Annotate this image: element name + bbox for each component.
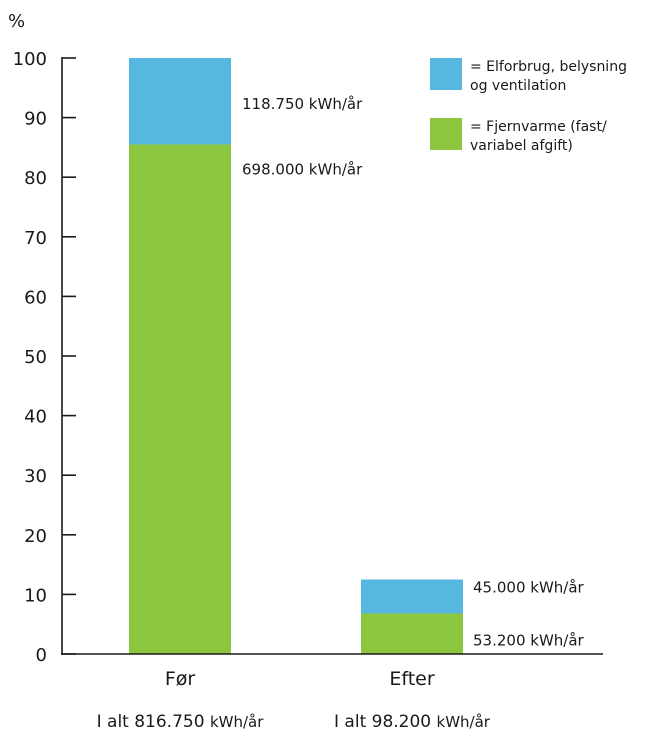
bar-segment	[361, 579, 463, 614]
legend: = Elforbrug, belysning og ventilation = Fj…	[430, 58, 627, 154]
legend-entry-text: = Fjernvarme (fast/	[470, 119, 607, 135]
category-totals: I alt 816.750 kWh/år I alt 98.200 kWh/år	[97, 712, 491, 731]
x-tick-label: Før	[165, 668, 196, 690]
y-axis: 0 10 20 30 40 50 60 70 80 90 100	[13, 49, 76, 666]
bar-data-label: 53.200 kWh/år	[473, 631, 585, 649]
legend-entry-text: og ventilation	[470, 78, 566, 94]
data-labels: 698.000 kWh/år 118.750 kWh/år 53.200 kWh/å…	[242, 95, 585, 649]
y-tick-label: 10	[24, 585, 47, 606]
y-tick-label: 20	[24, 526, 47, 547]
category-total-label: I alt 816.750 kWh/år	[97, 712, 265, 731]
category-total-value: I alt 98.200	[334, 712, 437, 731]
bar-data-label: 118.750 kWh/år	[242, 95, 363, 113]
bar-data-label: 698.000 kWh/år	[242, 160, 363, 178]
legend-swatch	[430, 118, 462, 150]
bar-data-label: 45.000 kWh/år	[473, 579, 585, 597]
x-axis: Før Efter	[61, 653, 603, 690]
y-tick-label: 70	[24, 228, 47, 249]
x-tick-label: Efter	[389, 668, 434, 690]
y-tick-label: 90	[24, 109, 47, 130]
y-tick-label: 60	[24, 287, 47, 308]
category-total-value: I alt 816.750	[97, 712, 210, 731]
category-total-unit: kWh/år	[437, 713, 491, 731]
bar-segment	[361, 613, 463, 654]
bar-segment	[129, 58, 231, 145]
bars	[129, 58, 463, 655]
y-tick-label: 100	[13, 49, 47, 70]
category-total-unit: kWh/år	[210, 713, 264, 731]
legend-entry-text: variabel afgift)	[470, 138, 573, 154]
y-axis-unit-label: %	[8, 11, 25, 32]
y-tick-label: 0	[36, 645, 47, 666]
y-tick-label: 50	[24, 347, 47, 368]
y-tick-label: 80	[24, 168, 47, 189]
legend-swatch	[430, 58, 462, 90]
y-tick-label: 30	[24, 466, 47, 487]
legend-entry-text: = Elforbrug, belysning	[470, 59, 627, 75]
bar-segment	[129, 144, 231, 655]
y-tick-label: 40	[24, 407, 47, 428]
category-total-label: I alt 98.200 kWh/år	[334, 712, 491, 731]
